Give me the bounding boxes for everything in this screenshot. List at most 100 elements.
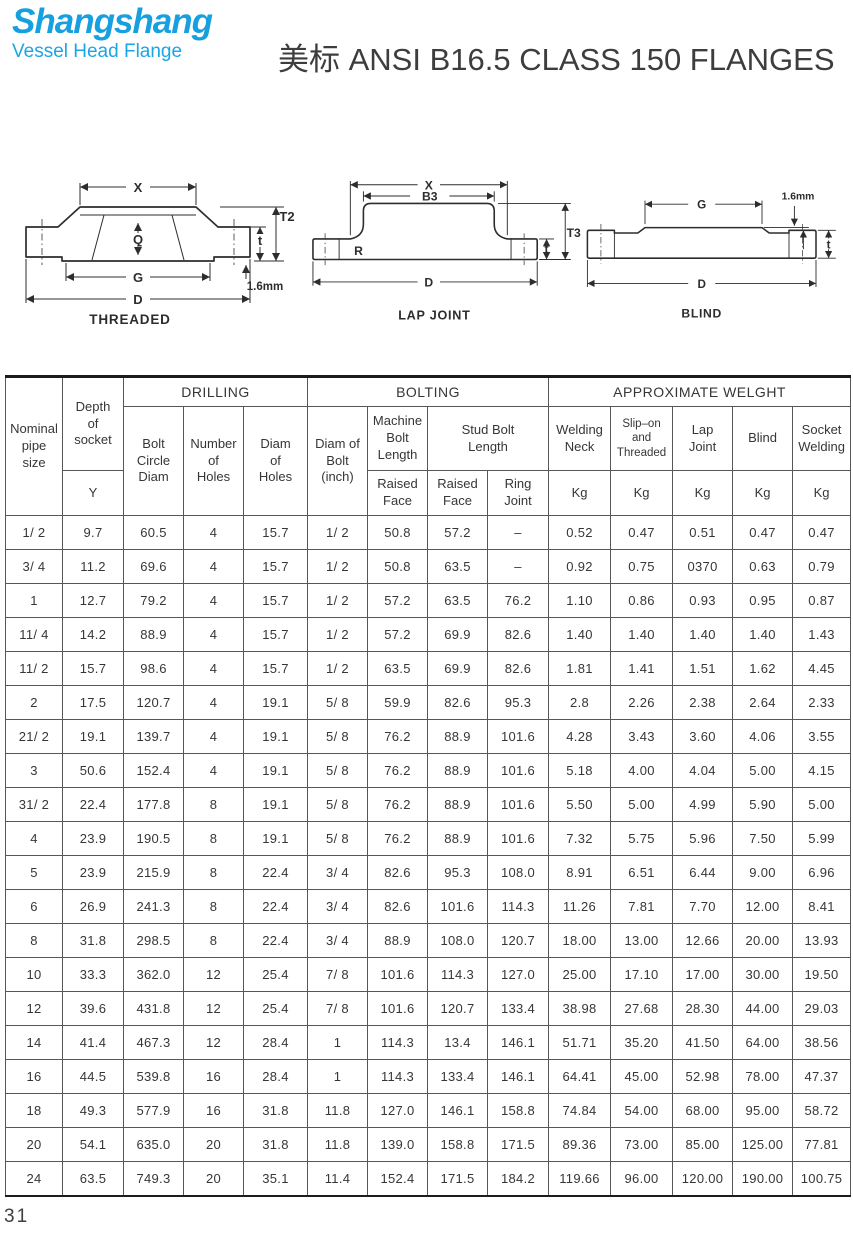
- table-row: 12 39.6 431.8 12 25.4 7/ 8 101.6 120.7 133.4 38.9…: [5, 991, 852, 1026]
- table-row: 6 26.9 241.3 8 22.4 3/ 4 82.6 101.6 114.3 11.26 7.…: [5, 889, 852, 924]
- table-cell: 2.26: [610, 685, 674, 720]
- table-cell: 4.04: [672, 753, 734, 788]
- table-cell: 68.00: [672, 1093, 734, 1128]
- table-cell: 69.6: [123, 549, 184, 584]
- table-cell: 44.5: [62, 1059, 124, 1094]
- logo-subtitle: Vessel Head Flange: [12, 41, 183, 62]
- group-header-approximate-weight: APPROXIMATE WELGHT: [548, 376, 852, 407]
- table-cell: 241.3: [123, 889, 184, 924]
- table-cell: 52.98: [672, 1059, 734, 1094]
- table-cell: 133.4: [427, 1059, 488, 1094]
- table-cell: 6: [5, 889, 63, 924]
- table-cell: 4.28: [548, 719, 612, 754]
- table-cell: 7.50: [732, 821, 794, 856]
- table-cell: 190.00: [732, 1161, 794, 1197]
- table-cell: 101.6: [486, 821, 550, 856]
- table-row: 4 23.9 190.5 8 19.1 5/ 8 76.2 88.9 101.6 7.32 5.75…: [5, 821, 852, 856]
- table-cell: 82.6: [427, 685, 488, 720]
- table-cell: 6.51: [610, 855, 674, 890]
- table-cell: 95.00: [732, 1093, 794, 1128]
- table-cell: 26.9: [62, 889, 124, 924]
- group-header-bolting: BOLTING: [306, 376, 550, 407]
- table-row: 1/ 2 9.7 60.5 4 15.7 1/ 2 50.8 57.2–0.52 0.47 0.5…: [5, 515, 852, 550]
- table-cell: 1.43: [792, 617, 852, 652]
- table-cell: 28.4: [243, 1025, 308, 1060]
- col-header-diam-of-bolt: Diam of Bolt (inch): [307, 406, 368, 516]
- table-cell: 184.2: [486, 1161, 550, 1197]
- dim-label-g: G: [697, 199, 706, 212]
- dim-label-t: t: [827, 238, 831, 251]
- table-cell: 49.3: [62, 1093, 124, 1128]
- table-cell: 8.41: [792, 889, 852, 924]
- group-header-drilling: DRILLING: [123, 376, 308, 407]
- table-cell: 5.50: [548, 787, 612, 822]
- table-cell: 4.15: [792, 753, 852, 788]
- table-cell: 8: [5, 923, 63, 958]
- table-cell: 5.99: [792, 821, 852, 856]
- table-cell: 152.4: [123, 753, 184, 788]
- table-cell: 64.00: [732, 1025, 794, 1060]
- table-cell: 88.9: [427, 753, 488, 788]
- table-cell: 31/ 2: [5, 787, 63, 822]
- table-cell: 13.93: [792, 923, 852, 958]
- table-cell: 19.1: [243, 719, 308, 754]
- table-cell: 1.40: [672, 617, 734, 652]
- table-cell: 22.4: [62, 787, 124, 822]
- table-cell: 120.7: [486, 923, 550, 958]
- table-cell: 39.6: [62, 991, 124, 1026]
- dim-label-r: R: [354, 244, 363, 258]
- table-cell: 13.4: [427, 1025, 488, 1060]
- table-cell: 98.6: [123, 651, 184, 686]
- table-cell: 6.96: [792, 855, 852, 890]
- table-cell: 190.5: [123, 821, 184, 856]
- table-cell: 35.1: [243, 1161, 308, 1197]
- table-cell: 74.84: [548, 1093, 612, 1128]
- table-cell: 76.2: [367, 753, 428, 788]
- table-cell: 51.71: [548, 1025, 612, 1060]
- table-cell: 114.3: [427, 957, 488, 992]
- table-cell: 2.33: [792, 685, 852, 720]
- blind-profile: [586, 226, 817, 259]
- table-cell: 8: [183, 923, 244, 958]
- table-cell: 1/ 2: [307, 515, 368, 550]
- table-cell: 5.75: [610, 821, 674, 856]
- table-cell: 108.0: [427, 923, 488, 958]
- table-cell: 19.1: [243, 753, 308, 788]
- table-cell: 28.4: [243, 1059, 308, 1094]
- table-cell: 5.90: [732, 787, 794, 822]
- col-header-y: Y: [62, 470, 124, 516]
- table-cell: 11.8: [307, 1093, 368, 1128]
- table-cell: 8: [183, 889, 244, 924]
- table-cell: 4: [183, 753, 244, 788]
- table-cell: 13.00: [610, 923, 674, 958]
- table-cell: 24: [5, 1161, 63, 1197]
- table-cell: 120.7: [427, 991, 488, 1026]
- unit-kg: Kg: [732, 470, 794, 516]
- table-cell: 20: [183, 1161, 244, 1197]
- table-cell: 50.8: [367, 549, 428, 584]
- table-cell: 19.1: [243, 685, 308, 720]
- table-cell: 133.4: [486, 991, 550, 1026]
- table-cell: 101.6: [427, 889, 488, 924]
- table-cell: 76.2: [367, 719, 428, 754]
- table-cell: 1.40: [548, 617, 612, 652]
- table-cell: 0.93: [672, 583, 734, 618]
- table-cell: 88.9: [367, 923, 428, 958]
- table-cell: 4: [5, 821, 63, 856]
- dim-label-t: t: [545, 242, 549, 256]
- table-cell: 362.0: [123, 957, 184, 992]
- col-header-number-of-holes: Number of Holes: [183, 406, 244, 516]
- table-cell: 4: [183, 651, 244, 686]
- table-cell: 7/ 8: [307, 957, 368, 992]
- table-row: 21/ 2 19.1 139.7 4 19.1 5/ 8 76.2 88.9 101.6 4.28…: [5, 719, 852, 754]
- table-cell: 1: [307, 1025, 368, 1060]
- col-header-slip-on-threaded: Slip–on and Threaded: [610, 406, 674, 471]
- table-cell: 50.6: [62, 753, 124, 788]
- table-cell: 5.00: [610, 787, 674, 822]
- table-cell: 3: [5, 753, 63, 788]
- table-cell: 1.10: [548, 583, 612, 618]
- table-cell: 8: [183, 855, 244, 890]
- unit-kg: Kg: [672, 470, 734, 516]
- table-cell: 298.5: [123, 923, 184, 958]
- col-header-stud-raised-face: Raised Face: [427, 470, 488, 516]
